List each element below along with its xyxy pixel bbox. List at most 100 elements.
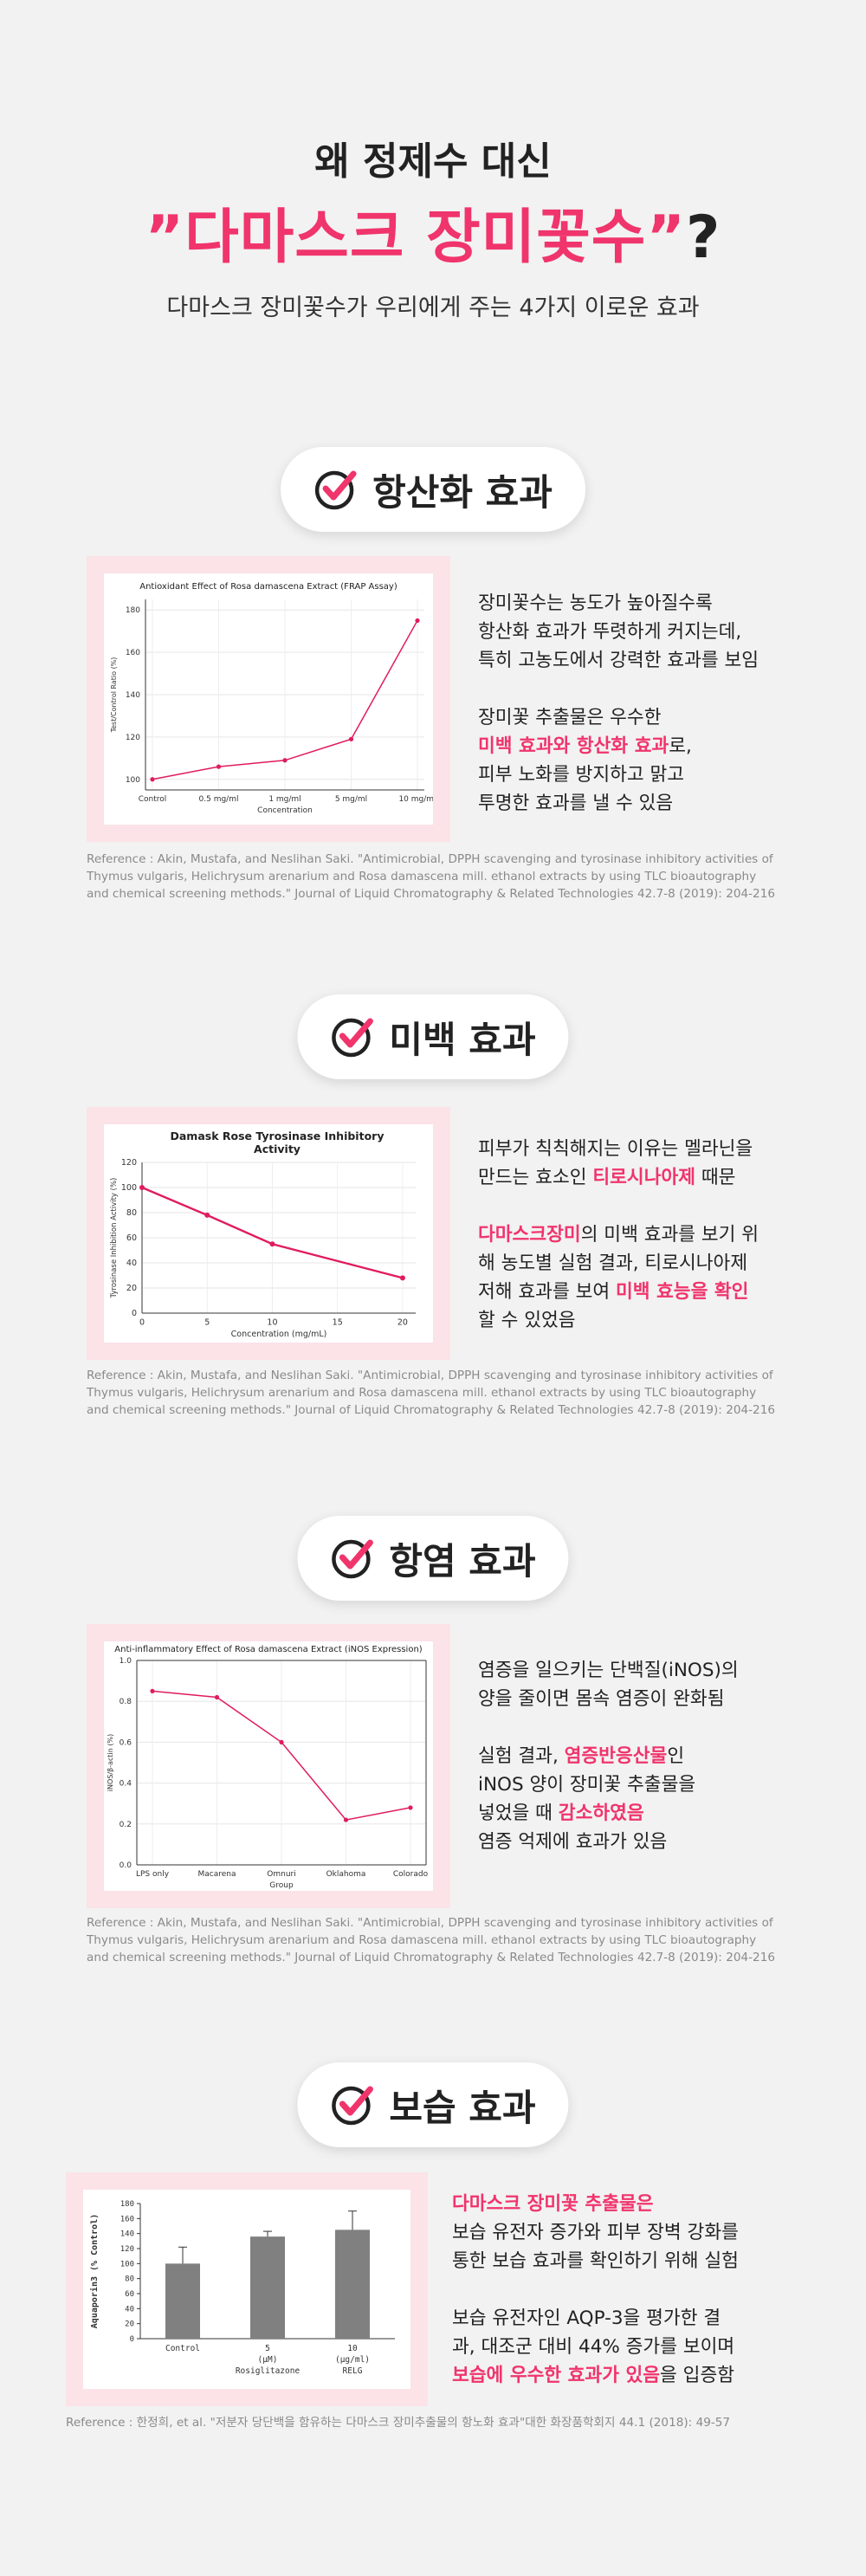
desc-line: 인 xyxy=(667,1745,685,1767)
section-title: 보습 효과 xyxy=(389,2086,536,2129)
section-description: 피부가 칙칙해지는 이유는 멜라닌을 만드는 효소인 티로시나아제 때문 다마스… xyxy=(478,1135,842,1335)
x-tick-label: 5 xyxy=(265,2344,270,2353)
desc-paragraph: 보습 유전자인 AQP-3을 평가한 결 과, 대조군 대비 44% 증가를 보… xyxy=(452,2304,833,2390)
hero-subtitle: 다마스크 장미꽃수가 우리에게 주는 4가지 이로운 효과 xyxy=(166,294,700,321)
desc-line: 할 수 있었음 xyxy=(478,1310,576,1331)
desc-paragraph: 장미꽃수는 농도가 높아질수록 항산화 효과가 뚜렷하게 커지는데, 특히 고농… xyxy=(478,589,842,675)
section-title: 미백 효과 xyxy=(389,1018,536,1061)
data-point xyxy=(150,777,155,782)
x-tick-label: 20 xyxy=(397,1318,408,1328)
y-tick-label: 20 xyxy=(125,2320,134,2329)
desc-paragraph: 다마스크 장미꽃 추출물은 보습 유전자 증가와 피부 장벽 강화를 통한 보습… xyxy=(452,2190,833,2275)
desc-line: 항산화 효과가 뚜렷하게 커지는데, xyxy=(478,621,742,643)
x-tick-label: 15 xyxy=(333,1318,343,1328)
y-tick-label: 40 xyxy=(125,2305,134,2314)
data-point xyxy=(139,1185,145,1190)
antioxidant-line-chart: Antioxidant Effect of Rosa damascena Ext… xyxy=(110,582,433,815)
bar xyxy=(335,2230,370,2339)
section-title-pill: 보습 효과 xyxy=(297,2062,569,2147)
data-point xyxy=(216,764,222,769)
bar xyxy=(165,2263,200,2339)
section-description: 다마스크 장미꽃 추출물은 보습 유전자 증가와 피부 장벽 강화를 통한 보습… xyxy=(452,2190,833,2390)
reference-text: Reference : Akin, Mustafa, and Neslihan … xyxy=(87,1369,776,1417)
y-axis-label: iNOS/β-actin (%) xyxy=(107,1734,114,1791)
data-point xyxy=(279,1739,284,1744)
data-point xyxy=(269,1241,275,1247)
hero-title: ”다마스크 장미꽃수”? xyxy=(0,189,866,275)
section-title: 항염 효과 xyxy=(389,1539,536,1582)
desc-line: 의 미백 효과를 보기 위 xyxy=(580,1224,759,1246)
y-tick-label: 140 xyxy=(120,2230,134,2239)
chart-frame: Anti-inflammatory Effect of Rosa damasce… xyxy=(87,1624,450,1908)
desc-line: 해 농도별 실험 결과, 티로시나아제 xyxy=(478,1252,748,1274)
desc-line: 염증을 일으키는 단백질(iNOS)의 xyxy=(478,1660,739,1681)
data-point xyxy=(150,1688,155,1693)
desc-highlight: 염증반응산물 xyxy=(564,1745,668,1767)
y-tick-label: 180 xyxy=(120,2200,134,2209)
chart-frame: Damask Rose Tyrosinase Inhibitory Activit… xyxy=(87,1107,450,1360)
desc-line: iNOS 양이 장미꽃 추출물을 xyxy=(478,1774,696,1796)
section-title-pill: 항염 효과 xyxy=(297,1516,569,1601)
x-tick-label: 10 mg/ml xyxy=(398,795,433,804)
y-tick-label: 60 xyxy=(126,1233,137,1243)
section-description: 장미꽃수는 농도가 높아질수록 항산화 효과가 뚜렷하게 커지는데, 특히 고농… xyxy=(478,589,842,818)
x-tick-label: 5 xyxy=(204,1318,210,1328)
desc-line: 저해 효과를 보여 xyxy=(478,1281,616,1303)
y-tick-label: 0.0 xyxy=(120,1861,132,1870)
desc-line: 보습 유전자인 AQP-3을 평가한 결 xyxy=(452,2307,721,2329)
x-axis-label: Group xyxy=(269,1881,294,1890)
y-tick-label: 0 xyxy=(132,1309,137,1318)
desc-paragraph: 염증을 일으키는 단백질(iNOS)의 양을 줄이면 몸속 염증이 완화됨 xyxy=(478,1656,842,1713)
hero-title-main: ”다마스크 장미꽃수” xyxy=(145,204,687,272)
desc-line: 양을 줄이면 몸속 염증이 완화됨 xyxy=(478,1688,725,1710)
x-tick-sublabel: (μM) xyxy=(258,2355,278,2365)
x-tick-label: Colorado xyxy=(393,1870,429,1879)
tyrosinase-line-chart: Damask Rose Tyrosinase InhibitoryActivit… xyxy=(110,1129,416,1339)
desc-highlight: 미백 효능을 확인 xyxy=(615,1281,749,1303)
x-tick-label: LPS only xyxy=(136,1870,170,1879)
chart-frame: 0 20 40 60 80 100 120 140 160 180 Control 5 (μM) Rosi… xyxy=(66,2172,428,2406)
y-tick-label: 120 xyxy=(120,2245,134,2254)
section-title-pill: 항산화 효과 xyxy=(281,447,585,532)
y-tick-label: 80 xyxy=(125,2275,134,2284)
desc-highlight: 다마스크 장미꽃 추출물은 xyxy=(452,2193,654,2215)
y-tick-label: 140 xyxy=(126,691,140,700)
y-tick-label: 40 xyxy=(126,1259,137,1268)
desc-line: 피부가 칙칙해지는 이유는 멜라닌을 xyxy=(478,1138,753,1160)
section-description: 염증을 일으키는 단백질(iNOS)의 양을 줄이면 몸속 염증이 완화됨 실험… xyxy=(478,1656,842,1856)
y-axis-label: Aquaporin3 (% Control) xyxy=(89,2214,100,2328)
x-tick-label: Macarena xyxy=(197,1870,236,1879)
desc-line: 피부 노화를 방지하고 맑고 xyxy=(478,764,685,786)
desc-line: 로, xyxy=(669,735,692,757)
y-tick-label: 100 xyxy=(121,1183,137,1193)
y-tick-label: 160 xyxy=(120,2215,134,2223)
y-tick-label: 100 xyxy=(126,776,140,785)
y-axis-label: Test/Control Ratio (%) xyxy=(110,657,118,734)
x-tick-sublabel: RELG xyxy=(343,2366,363,2376)
data-point xyxy=(204,1212,210,1218)
chart-title: Damask Rose Tyrosinase Inhibitory xyxy=(171,1129,385,1142)
checkmark-circle-icon xyxy=(332,1539,373,1579)
y-tick-label: 1.0 xyxy=(120,1657,132,1666)
desc-line: 실험 결과, xyxy=(478,1745,565,1767)
x-tick-label: Oklahoma xyxy=(326,1870,366,1879)
checkmark-circle-icon xyxy=(314,470,357,510)
chart-frame: Antioxidant Effect of Rosa damascena Ext… xyxy=(87,556,450,842)
y-tick-label: 0.2 xyxy=(120,1821,132,1829)
hero-line1: 왜 정제수 대신 xyxy=(314,139,552,184)
x-tick-label: 10 xyxy=(267,1318,277,1328)
desc-line: 장미꽃수는 농도가 높아질수록 xyxy=(478,592,713,614)
desc-paragraph: 다마스크장미의 미백 효과를 보기 위 해 농도별 실험 결과, 티로시나아제 … xyxy=(478,1220,842,1335)
data-point xyxy=(214,1694,220,1700)
y-tick-label: 160 xyxy=(126,649,140,657)
desc-line: 염증 억제에 효과가 있음 xyxy=(478,1831,668,1853)
desc-highlight: 미백 효과와 항산화 효과 xyxy=(478,735,669,757)
y-tick-label: 0.6 xyxy=(120,1738,132,1747)
desc-line: 장미꽃 추출물은 우수한 xyxy=(478,707,662,728)
desc-line: 만드는 효소인 xyxy=(478,1167,593,1188)
y-tick-label: 180 xyxy=(126,606,140,615)
desc-highlight: 보습에 우수한 효과가 있음 xyxy=(452,2365,661,2386)
desc-line: 보습 유전자 증가와 피부 장벽 강화를 xyxy=(452,2222,739,2243)
desc-line: 과, 대조군 대비 44% 증가를 보이며 xyxy=(452,2336,735,2358)
hero-header: 왜 정제수 대신 ”다마스크 장미꽃수”? 다마스크 장미꽃수가 우리에게 주는… xyxy=(0,0,866,381)
